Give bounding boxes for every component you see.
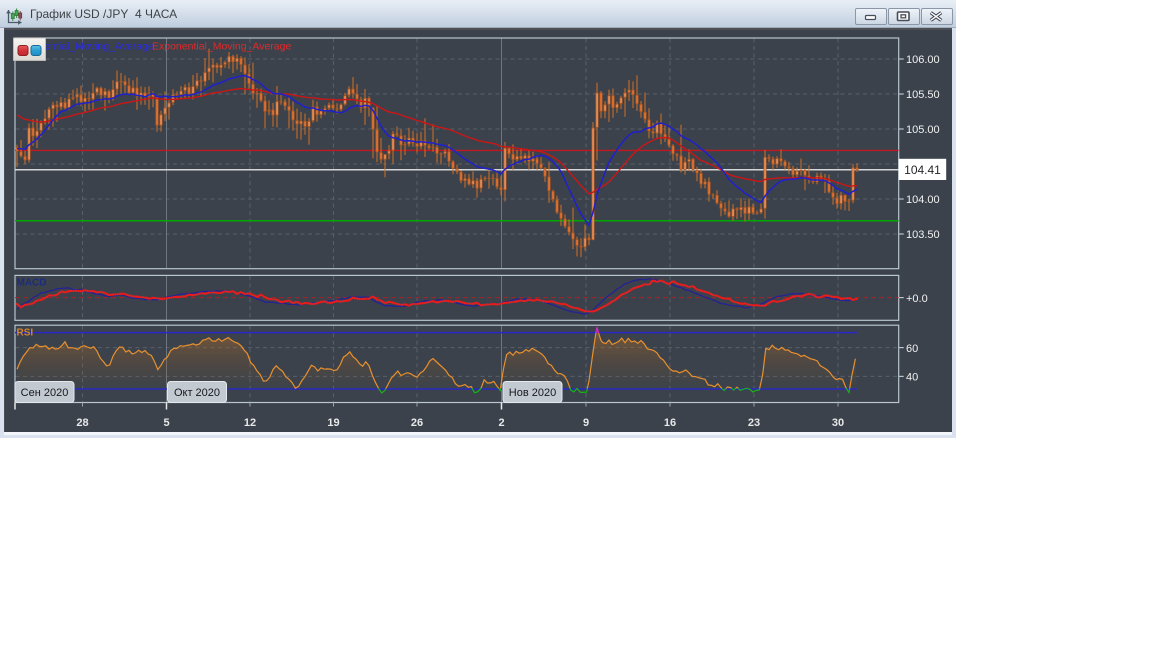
svg-text:2: 2 [498, 417, 504, 429]
svg-text:19: 19 [327, 417, 339, 429]
svg-text:26: 26 [411, 417, 423, 429]
svg-text:40: 40 [906, 372, 918, 384]
svg-text:Нов 2020: Нов 2020 [509, 387, 556, 399]
svg-text:104.00: 104.00 [906, 194, 940, 206]
svg-text:23: 23 [748, 417, 760, 429]
svg-text:104.41: 104.41 [904, 163, 941, 177]
svg-text:9: 9 [583, 417, 589, 429]
svg-text:RSI: RSI [17, 328, 34, 339]
svg-text:103.50: 103.50 [906, 229, 940, 241]
svg-text:106.00: 106.00 [906, 54, 940, 66]
svg-text:5: 5 [163, 417, 169, 429]
svg-text:Сен 2020: Сен 2020 [21, 387, 69, 399]
svg-text:12: 12 [244, 417, 256, 429]
svg-text:MACD: MACD [17, 278, 47, 289]
svg-text:+0.0: +0.0 [906, 293, 928, 305]
svg-text:105.50: 105.50 [906, 89, 940, 101]
svg-text:105.00: 105.00 [906, 124, 940, 136]
svg-text:16: 16 [664, 417, 676, 429]
svg-text:Окт 2020: Окт 2020 [174, 387, 220, 399]
svg-text:Exponential_Moving_Average: Exponential_Moving_Average [15, 41, 154, 53]
svg-text:60: 60 [906, 343, 918, 355]
svg-text:30: 30 [832, 417, 844, 429]
svg-text:28: 28 [76, 417, 88, 429]
svg-text:Exponential_Moving_Average: Exponential_Moving_Average [152, 41, 291, 53]
